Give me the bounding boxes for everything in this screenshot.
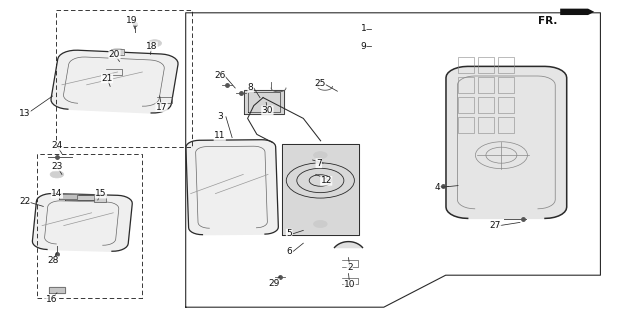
Bar — [458, 77, 474, 93]
Bar — [478, 97, 494, 113]
Circle shape — [50, 171, 64, 178]
Polygon shape — [32, 194, 132, 251]
Bar — [94, 195, 106, 202]
Polygon shape — [186, 140, 279, 235]
Polygon shape — [59, 194, 77, 199]
Text: 21: 21 — [102, 74, 113, 83]
Bar — [498, 117, 514, 133]
Text: 4: 4 — [435, 183, 441, 192]
Text: 16: 16 — [46, 295, 57, 304]
Text: 2: 2 — [347, 263, 353, 272]
Text: 15: 15 — [95, 189, 106, 198]
Bar — [111, 49, 124, 55]
Bar — [458, 57, 474, 73]
Text: 26: 26 — [214, 71, 225, 80]
Circle shape — [148, 40, 162, 47]
Text: 5: 5 — [286, 229, 292, 238]
Polygon shape — [446, 67, 567, 218]
Text: 11: 11 — [214, 132, 225, 140]
Text: 9: 9 — [360, 42, 366, 51]
Text: 17: 17 — [156, 103, 167, 112]
Polygon shape — [334, 242, 363, 248]
Text: 25: 25 — [314, 79, 326, 88]
Polygon shape — [244, 90, 284, 114]
Bar — [498, 77, 514, 93]
Polygon shape — [65, 195, 96, 200]
Text: FR.: FR. — [538, 16, 557, 26]
Bar — [458, 97, 474, 113]
Bar — [498, 97, 514, 113]
Text: 10: 10 — [344, 280, 355, 289]
Text: 28: 28 — [47, 256, 58, 265]
Text: 7: 7 — [316, 159, 322, 168]
Text: 29: 29 — [268, 279, 279, 288]
Text: 23: 23 — [51, 162, 63, 171]
Polygon shape — [49, 287, 65, 293]
Polygon shape — [560, 9, 594, 15]
Text: 12: 12 — [321, 176, 332, 185]
Text: 3: 3 — [217, 112, 223, 121]
Text: 13: 13 — [19, 109, 30, 118]
Polygon shape — [282, 144, 359, 235]
Circle shape — [314, 220, 327, 228]
Bar — [478, 117, 494, 133]
Text: 14: 14 — [51, 189, 63, 198]
Text: 24: 24 — [51, 141, 63, 150]
Polygon shape — [51, 50, 178, 113]
Text: 30: 30 — [262, 106, 273, 115]
Text: 22: 22 — [19, 197, 30, 206]
Circle shape — [111, 48, 124, 55]
Text: 18: 18 — [146, 42, 157, 51]
Text: 6: 6 — [286, 247, 292, 256]
Text: 20: 20 — [109, 50, 120, 59]
Text: 19: 19 — [126, 16, 137, 25]
Text: 8: 8 — [248, 84, 254, 92]
Bar — [498, 57, 514, 73]
Text: 1: 1 — [360, 24, 366, 33]
Bar — [478, 77, 494, 93]
Text: 27: 27 — [490, 221, 501, 230]
Bar — [458, 117, 474, 133]
Circle shape — [314, 152, 327, 159]
Bar — [478, 57, 494, 73]
